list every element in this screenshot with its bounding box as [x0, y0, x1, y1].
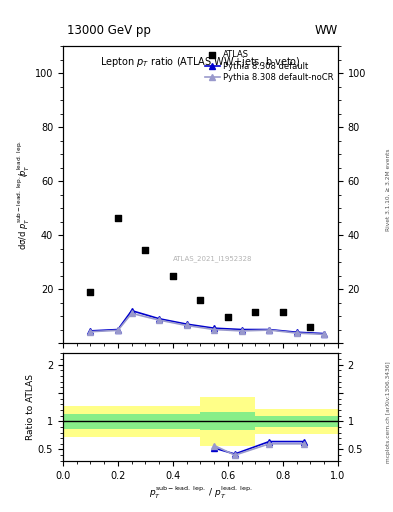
ATLAS: [197, 296, 204, 304]
Text: 13000 GeV pp: 13000 GeV pp: [67, 24, 151, 37]
Text: Rivet 3.1.10, ≥ 3.2M events: Rivet 3.1.10, ≥ 3.2M events: [386, 148, 391, 231]
Pythia 8.308 default-noCR: [212, 327, 217, 333]
ATLAS: [115, 214, 121, 222]
Pythia 8.308 default-noCR: [239, 328, 244, 334]
Pythia 8.308 default: [157, 316, 162, 322]
Text: mcplots.cern.ch [arXiv:1306.3436]: mcplots.cern.ch [arXiv:1306.3436]: [386, 361, 391, 463]
Y-axis label: Ratio to ATLAS: Ratio to ATLAS: [26, 374, 35, 440]
Pythia 8.308 default: [129, 308, 134, 314]
Legend: ATLAS, Pythia 8.308 default, Pythia 8.308 default-noCR: ATLAS, Pythia 8.308 default, Pythia 8.30…: [205, 50, 334, 82]
Pythia 8.308 default: [88, 328, 93, 334]
Y-axis label: dσ/d $p_T^{\rm sub-lead.\ lep.}\!/\!p_T^{\rm lead.\ lep.}$: dσ/d $p_T^{\rm sub-lead.\ lep.}\!/\!p_T^…: [16, 140, 32, 249]
Pythia 8.308 default: [239, 327, 244, 333]
Pythia 8.308 default-noCR: [116, 327, 120, 333]
ATLAS: [142, 246, 149, 254]
ATLAS: [280, 308, 286, 316]
Pythia 8.308 default: [184, 321, 189, 327]
Line: Pythia 8.308 default: Pythia 8.308 default: [88, 308, 327, 336]
ATLAS: [87, 288, 94, 296]
Pythia 8.308 default: [212, 325, 217, 331]
Pythia 8.308 default: [322, 331, 327, 337]
ATLAS: [252, 308, 259, 316]
ATLAS: [225, 313, 231, 322]
X-axis label: $p_T^{\mathrm{sub-lead.\ lep.}}$ / $p_T^{\mathrm{lead.\ lep.}}$: $p_T^{\mathrm{sub-lead.\ lep.}}$ / $p_T^…: [149, 485, 252, 501]
Pythia 8.308 default-noCR: [322, 331, 327, 337]
Pythia 8.308 default: [116, 327, 120, 333]
Line: Pythia 8.308 default-noCR: Pythia 8.308 default-noCR: [88, 311, 327, 337]
Pythia 8.308 default-noCR: [267, 327, 272, 333]
ATLAS: [170, 271, 176, 280]
Pythia 8.308 default-noCR: [129, 310, 134, 316]
Pythia 8.308 default: [267, 327, 272, 333]
Pythia 8.308 default-noCR: [184, 323, 189, 329]
Text: WW: WW: [315, 24, 338, 37]
ATLAS: [307, 323, 314, 331]
Pythia 8.308 default-noCR: [157, 317, 162, 323]
Pythia 8.308 default-noCR: [294, 330, 299, 336]
Pythia 8.308 default: [294, 329, 299, 335]
Pythia 8.308 default-noCR: [88, 329, 93, 335]
Text: Lepton $p_T$ ratio (ATLAS WW+jets, b veto): Lepton $p_T$ ratio (ATLAS WW+jets, b vet…: [100, 55, 301, 69]
Text: ATLAS_2021_I1952328: ATLAS_2021_I1952328: [173, 255, 252, 262]
